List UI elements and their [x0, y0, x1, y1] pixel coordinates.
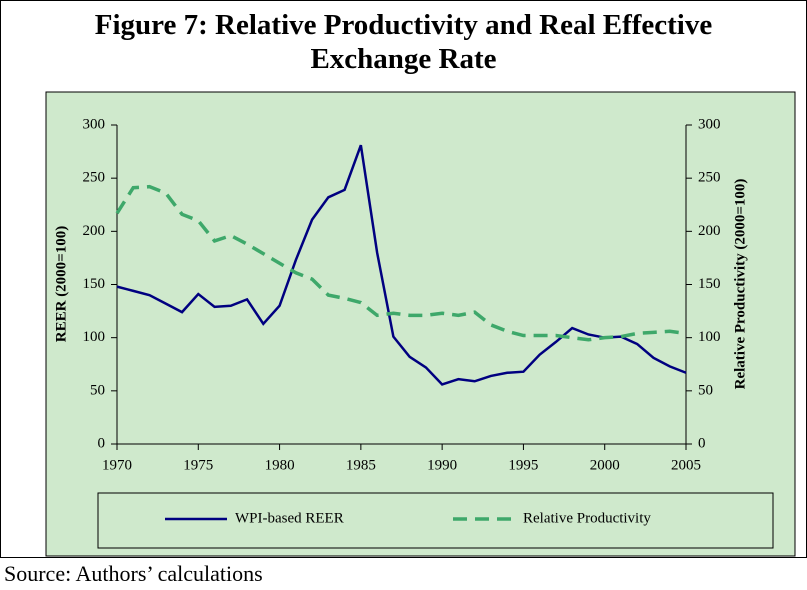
y2-axis-title: Relative Productivity (2000=100) [732, 179, 748, 390]
x-tick-label: 1990 [427, 457, 457, 473]
y2-tick-label: 250 [698, 170, 721, 186]
y-tick-label: 50 [90, 382, 105, 398]
y2-tick-label: 300 [698, 116, 721, 132]
y-tick-label: 100 [83, 329, 106, 345]
legend-label: Relative Productivity [523, 510, 651, 526]
legend-box [97, 492, 774, 549]
y-tick-label: 0 [98, 435, 106, 451]
y-tick-label: 300 [83, 116, 106, 132]
y-axis-title: REER (2000=100) [53, 226, 69, 342]
x-tick-label: 1985 [346, 457, 376, 473]
y-tick-label: 250 [83, 170, 106, 186]
source-note: Source: Authors’ calculations [4, 561, 263, 586]
x-tick-label: 1975 [183, 457, 213, 473]
y2-tick-label: 150 [698, 276, 721, 292]
chart-title: Figure 7: Relative Productivity and Real… [94, 9, 713, 75]
y-tick-label: 200 [83, 223, 106, 239]
y2-tick-label: 50 [698, 382, 713, 398]
x-tick-label: 1995 [508, 457, 538, 473]
y2-tick-label: 0 [698, 435, 706, 451]
y2-tick-label: 100 [698, 329, 721, 345]
series-line [115, 184, 687, 342]
y2-tick-label: 200 [698, 223, 721, 239]
legend-label: WPI-based REER [235, 510, 344, 526]
x-tick-label: 1980 [265, 457, 295, 473]
x-tick-label: 1970 [102, 457, 132, 473]
series-line [116, 144, 687, 386]
chart-area [45, 91, 796, 557]
x-tick-label: 2005 [671, 457, 701, 473]
y-tick-label: 150 [83, 276, 106, 292]
x-tick-label: 2000 [590, 457, 620, 473]
